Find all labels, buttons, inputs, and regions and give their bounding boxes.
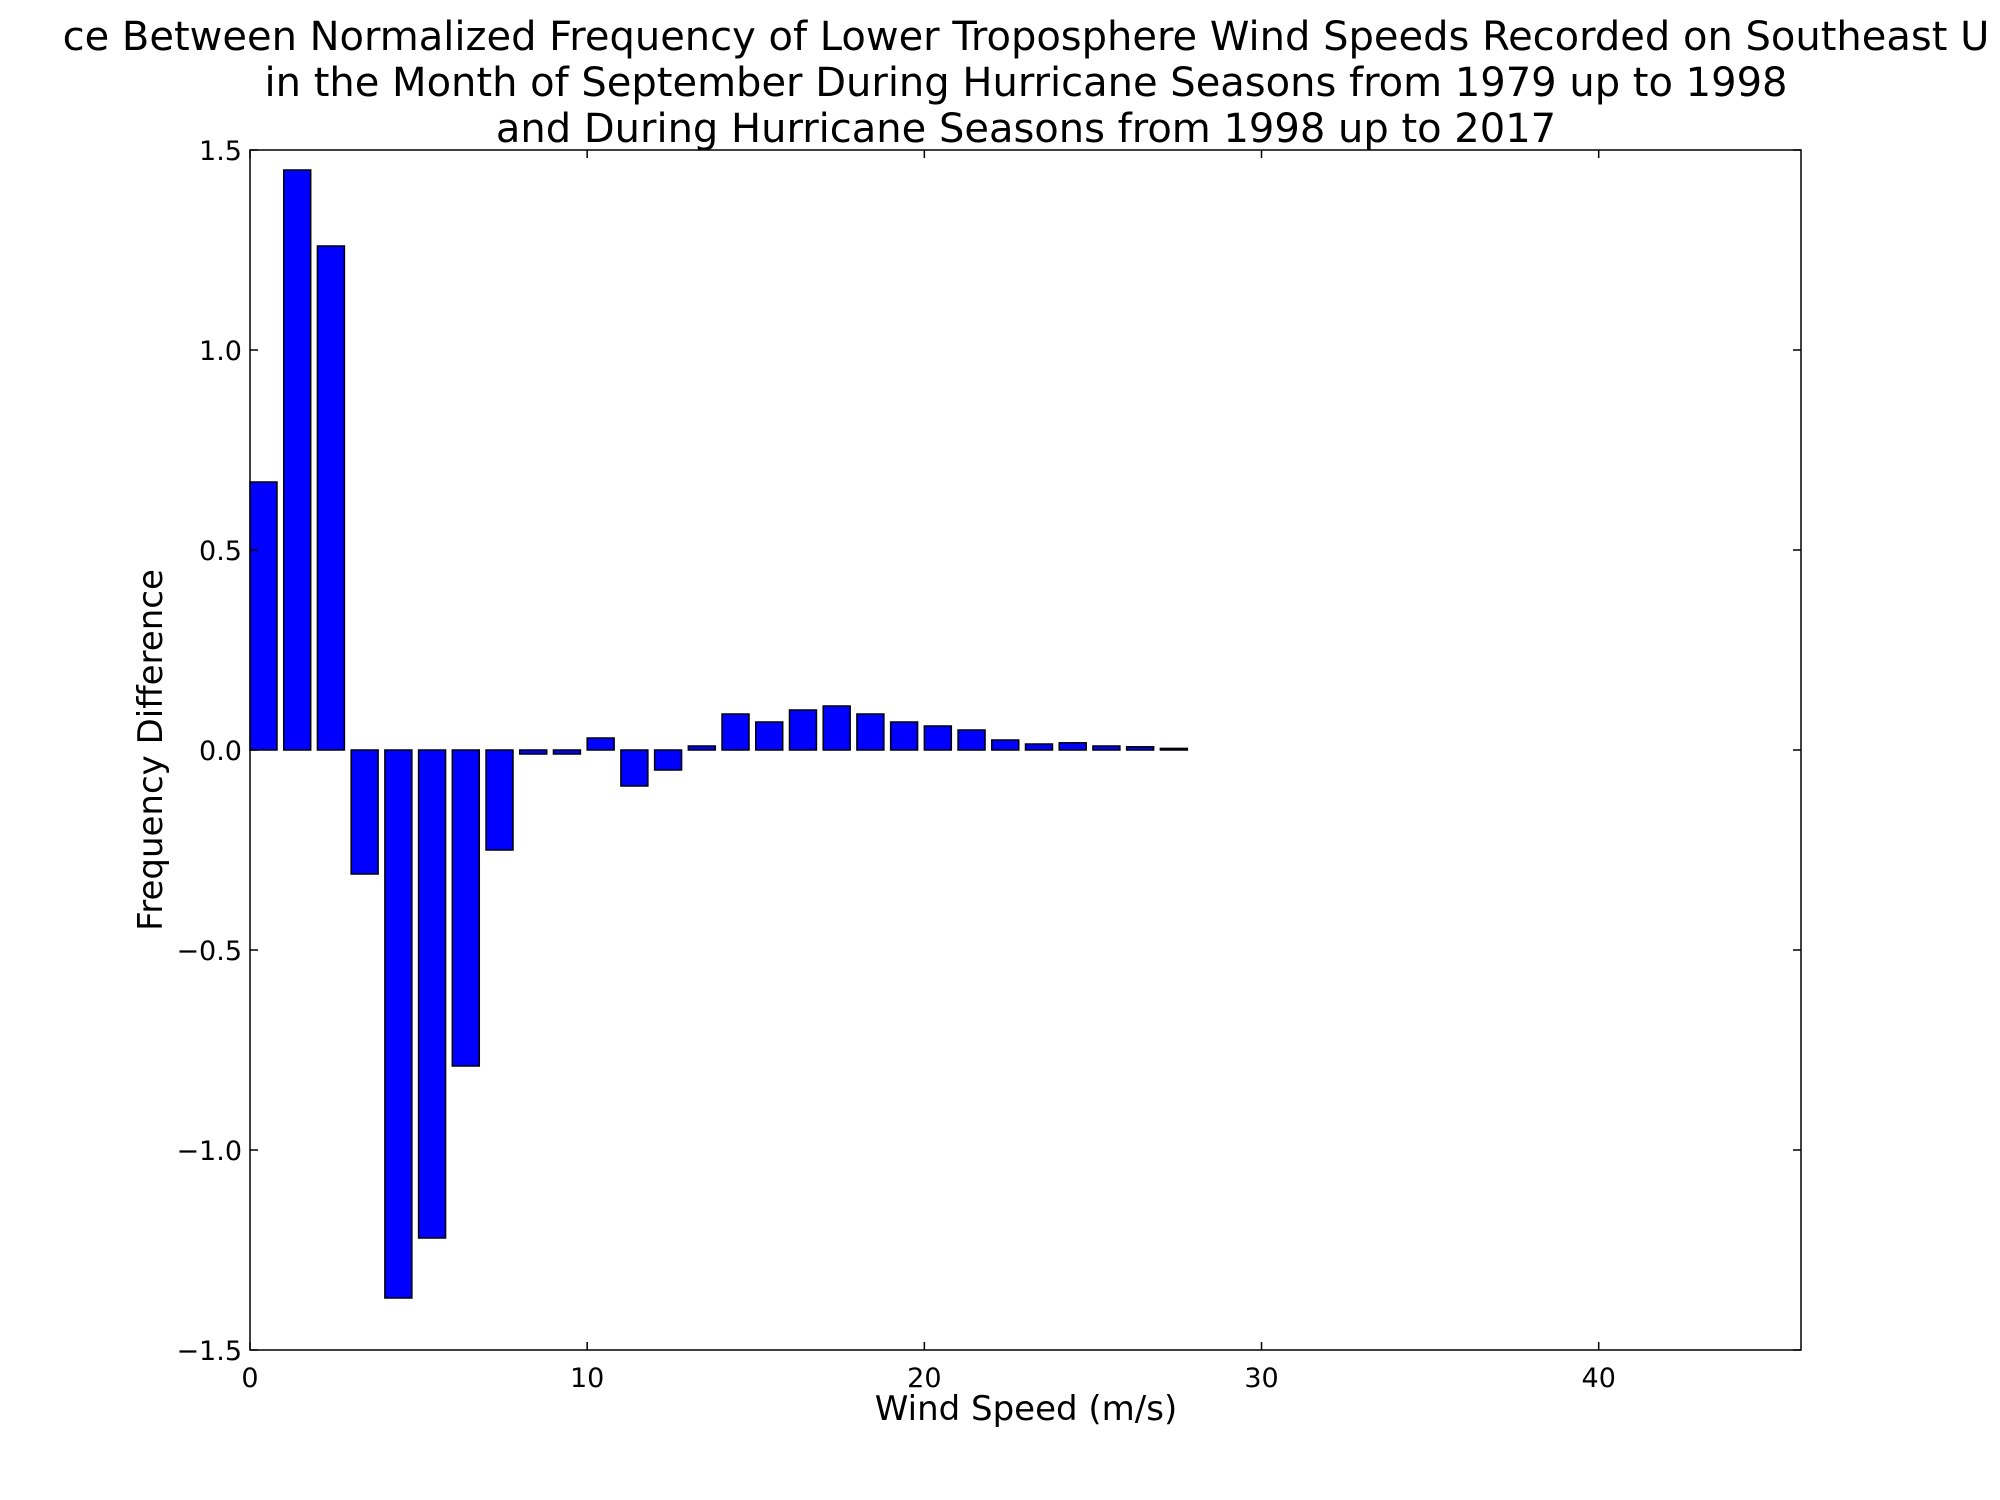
- y-tick-label: 1.0: [199, 336, 242, 367]
- bar: [350, 749, 379, 875]
- x-tick-label: 10: [570, 1363, 604, 1394]
- chart-title-line-1: ce Between Normalized Frequency of Lower…: [63, 14, 1990, 60]
- bars: [249, 169, 1189, 1299]
- bar: [451, 749, 481, 1067]
- y-tick-label: −1.0: [176, 1136, 242, 1167]
- plot-frame: [249, 149, 1802, 1351]
- bar: [991, 739, 1020, 751]
- y-tick-label: 0.0: [199, 736, 242, 767]
- y-tick-label: 1.5: [199, 136, 242, 167]
- bar: [586, 737, 615, 751]
- chart-title-line-3: and During Hurricane Seasons from 1998 u…: [496, 106, 1556, 152]
- bar: [282, 169, 312, 751]
- x-tick-label: 20: [907, 1363, 941, 1394]
- y-tick-label: −1.5: [176, 1336, 242, 1367]
- bar: [384, 749, 413, 1299]
- bar: [1125, 746, 1155, 751]
- x-tick-label: 0: [241, 1363, 258, 1394]
- x-tick-label: 30: [1244, 1363, 1278, 1394]
- bar: [889, 721, 919, 751]
- bar: [249, 481, 278, 751]
- bar: [788, 709, 818, 751]
- bar: [1058, 742, 1087, 751]
- bar: [653, 749, 683, 771]
- bar: [1024, 743, 1054, 751]
- y-tick-labels: 1.5 1.0 0.5 0.0 −0.5 −1.0 −1.5: [176, 136, 242, 1367]
- chart-title-line-2: in the Month of September During Hurrica…: [265, 60, 1788, 106]
- bar: [1092, 745, 1121, 751]
- bar: [316, 245, 346, 751]
- bar: [485, 749, 514, 851]
- x-tick-labels: 0 10 20 30 40: [241, 1363, 1615, 1394]
- bar: [957, 729, 986, 751]
- y-tick-label: −0.5: [176, 936, 242, 967]
- bar: [552, 749, 582, 755]
- bar: [822, 705, 851, 751]
- x-axis-label: Wind Speed (m/s): [875, 1389, 1177, 1429]
- y-axis-label: Frequency Difference: [131, 569, 171, 931]
- bar: [620, 749, 649, 787]
- bar: [755, 721, 784, 751]
- bar: [1159, 747, 1189, 751]
- bar: [856, 713, 885, 751]
- bar: [417, 749, 447, 1239]
- bar: [923, 725, 953, 751]
- bar: [721, 713, 750, 751]
- bar: [687, 745, 717, 751]
- bar: [518, 749, 548, 755]
- x-tick-label: 40: [1582, 1363, 1616, 1394]
- y-tick-label: 0.5: [199, 536, 242, 567]
- chart-title: ce Between Normalized Frequency of Lower…: [63, 14, 1990, 152]
